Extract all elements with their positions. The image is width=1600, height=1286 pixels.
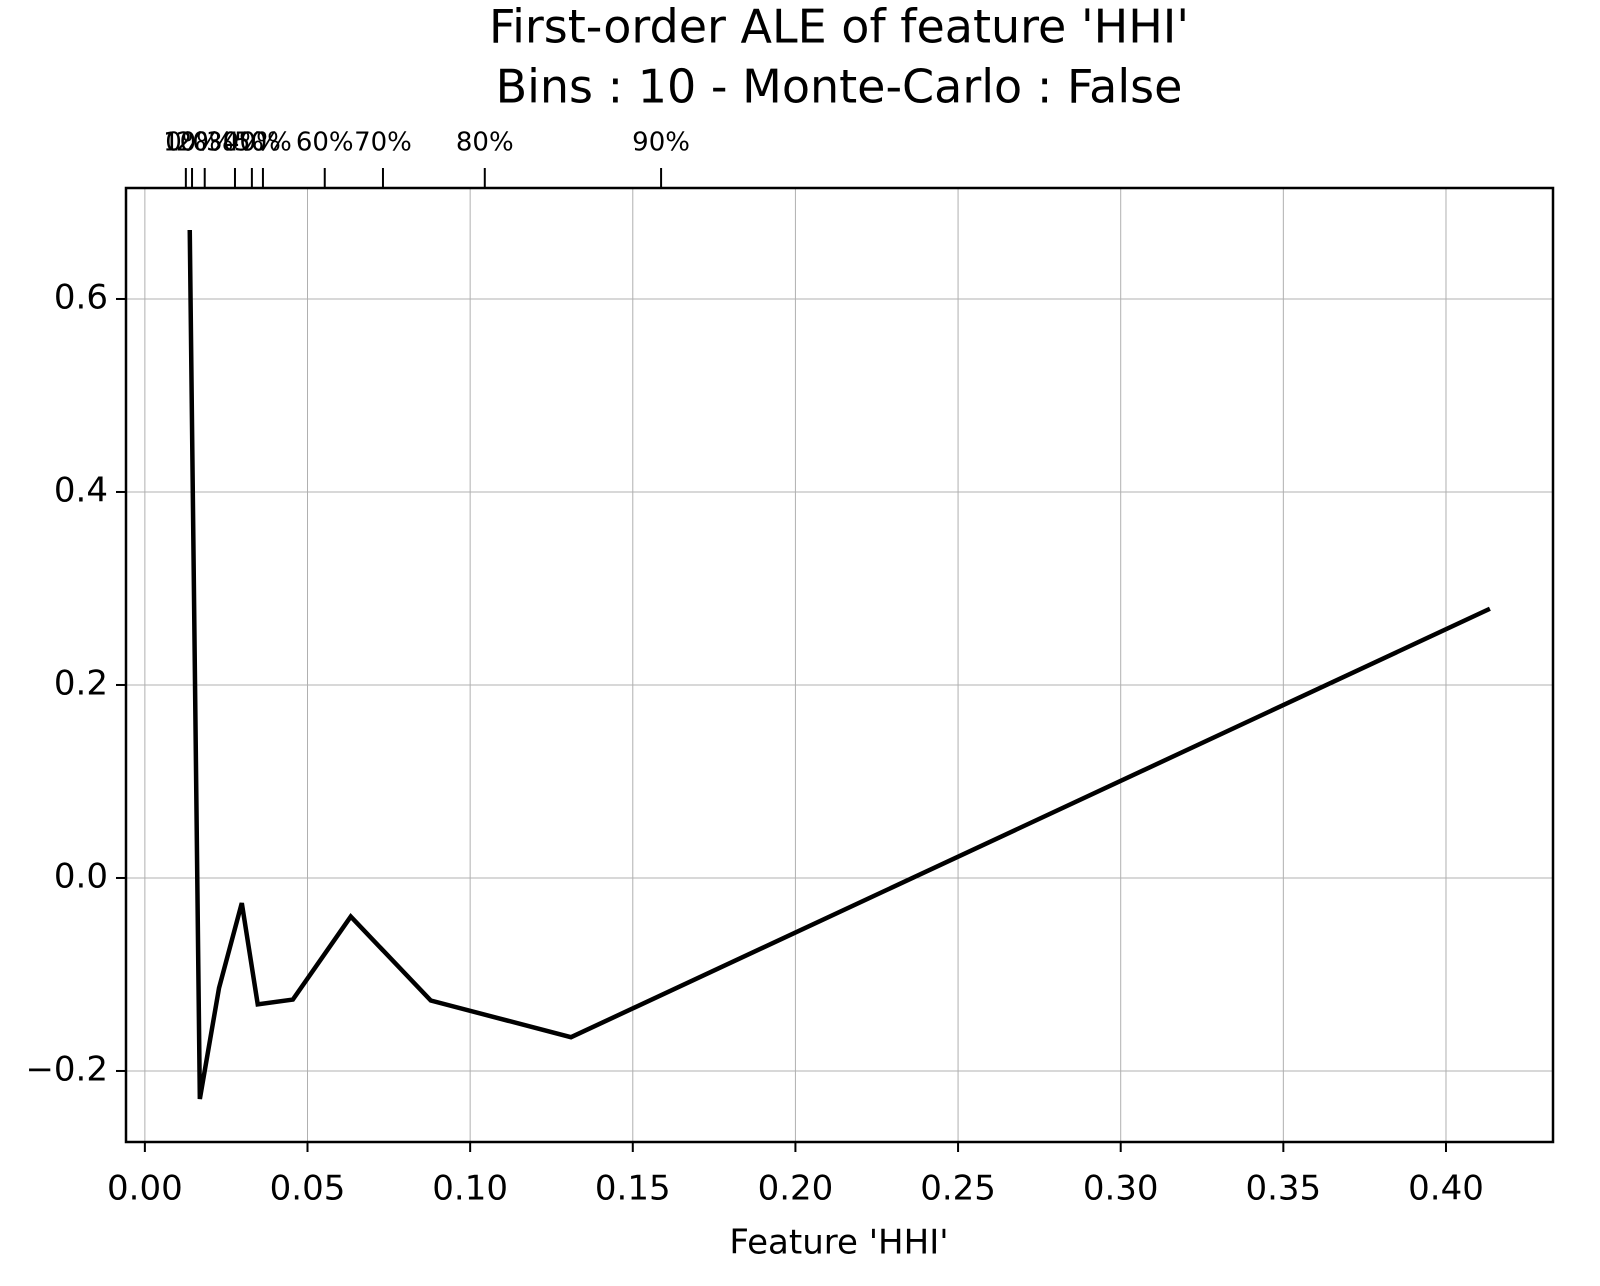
- top-tick-label: 40%: [223, 128, 281, 158]
- y-tick-label: −0.2: [25, 1049, 108, 1089]
- top-tick-label: 60%: [296, 128, 354, 158]
- chart-subtitle: Bins : 10 - Monte-Carlo : False: [496, 60, 1183, 114]
- top-tick-label: 30%: [206, 128, 264, 158]
- y-tick-label: 0.0: [54, 856, 108, 896]
- y-tick-label: 0.4: [54, 470, 108, 510]
- plot-frame: [124, 186, 1555, 1144]
- top-tick-label: 10%: [163, 128, 221, 158]
- top-tick-label: 0%: [165, 128, 206, 158]
- chart-title: First-order ALE of feature 'HHI': [489, 0, 1189, 54]
- x-tick-label: 0.35: [1245, 1169, 1321, 1209]
- top-tick-label: 50%: [234, 128, 292, 158]
- top-tick-label: 70%: [354, 128, 412, 158]
- x-tick-label: 0.25: [920, 1169, 996, 1209]
- y-tick-label: 0.6: [54, 277, 108, 317]
- x-tick-label: 0.00: [107, 1169, 183, 1209]
- top-tick-label: 20%: [176, 128, 234, 158]
- x-tick-label: 0.10: [432, 1169, 508, 1209]
- top-tick-label: 80%: [456, 128, 514, 158]
- x-axis-label: Feature 'HHI': [729, 1223, 948, 1263]
- x-tick-label: 0.20: [758, 1169, 834, 1209]
- x-tick-label: 0.05: [270, 1169, 346, 1209]
- y-tick-label: 0.2: [54, 663, 108, 703]
- data-line: [187, 229, 1491, 1100]
- top-tick-label: 90%: [632, 128, 690, 158]
- x-tick-label: 0.40: [1408, 1169, 1484, 1209]
- x-tick-label: 0.30: [1083, 1169, 1159, 1209]
- x-tick-label: 0.15: [595, 1169, 671, 1209]
